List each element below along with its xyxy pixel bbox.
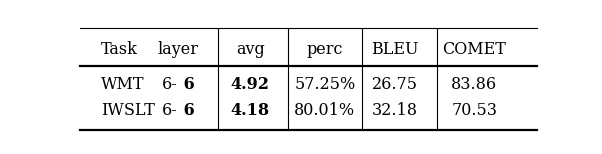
Text: 57.25%: 57.25% (294, 76, 355, 93)
Text: 70.53: 70.53 (451, 102, 497, 120)
Text: 6‑: 6‑ (162, 102, 178, 120)
Text: IWSLT: IWSLT (101, 102, 155, 120)
Text: perc: perc (306, 41, 343, 58)
Text: 6: 6 (178, 102, 194, 120)
Text: 6: 6 (178, 76, 194, 93)
Text: Task: Task (101, 41, 138, 58)
Text: 32.18: 32.18 (372, 102, 418, 120)
Text: avg: avg (236, 41, 265, 58)
Text: 26.75: 26.75 (372, 76, 418, 93)
Text: 80.01%: 80.01% (294, 102, 355, 120)
Text: 4.18: 4.18 (231, 102, 270, 120)
Text: 6‑: 6‑ (162, 76, 178, 93)
Text: layer: layer (157, 41, 199, 58)
Text: COMET: COMET (442, 41, 506, 58)
Text: 4.92: 4.92 (231, 76, 270, 93)
Text: BLEU: BLEU (371, 41, 418, 58)
Text: WMT: WMT (101, 76, 144, 93)
Text: 83.86: 83.86 (451, 76, 497, 93)
